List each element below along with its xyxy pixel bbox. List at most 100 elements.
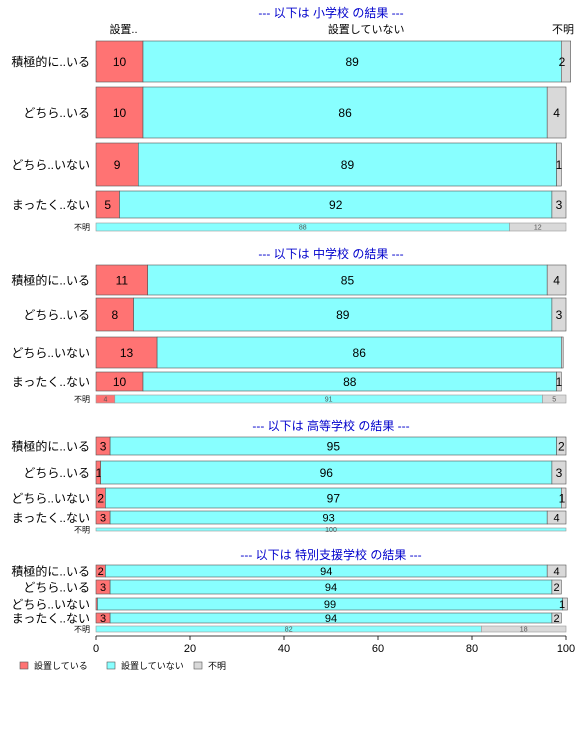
x-tick-label: 60 [372, 643, 384, 655]
top-category-label: 不明 [552, 23, 574, 36]
data-label: 2 [98, 566, 104, 578]
chart-panels: 設置.. 設置していない 不明--- 以下は 小学校 の結果 ---積極的に..いる… [11, 5, 574, 634]
legend-swatch [106, 661, 116, 670]
data-label: 18 [520, 627, 528, 634]
row-label: どちら..いる [23, 580, 90, 594]
bar-segment [556, 142, 562, 187]
row-label: どちら..いる [23, 466, 90, 480]
data-label: 2 [558, 439, 565, 453]
bar-segment [133, 297, 553, 332]
bar-segment [556, 371, 562, 392]
data-label: 3 [100, 582, 106, 594]
data-label: 5 [104, 198, 111, 212]
legend-label: 不明 [208, 661, 226, 671]
total-row-label: 不明 [74, 395, 90, 404]
row-label: 積極的に..いる [11, 438, 90, 453]
bar-segment [551, 612, 562, 624]
row-label: 積極的に..いる [11, 563, 90, 578]
bar-segment [560, 336, 564, 369]
legend-label: 設置していない [121, 660, 184, 671]
bar-segment [546, 86, 567, 139]
data-label: 94 [320, 566, 332, 578]
legend-label: 設置している [34, 660, 88, 671]
data-label: 96 [320, 466, 334, 480]
data-label: 3 [556, 198, 563, 212]
data-label: 95 [327, 439, 341, 453]
bar-segment [560, 487, 567, 509]
panel: --- 以下は 小学校 の結果 --- 積極的に..いる 10 89 2 どちら..いる 1… [11, 5, 571, 232]
bar-segment [551, 579, 562, 595]
bar-segment [95, 527, 567, 532]
data-label: 2 [554, 613, 560, 625]
bar-segment [142, 40, 562, 83]
bar-segment [551, 190, 567, 219]
x-tick-label: 20 [184, 643, 196, 655]
x-axis: 0 20 40 60 80 100 [93, 635, 575, 655]
data-label: 92 [329, 198, 343, 212]
panel-title: --- 以下は 特別支援学校 の結果 --- [240, 547, 421, 562]
data-label: 2 [554, 582, 560, 594]
x-tick-label: 40 [278, 643, 290, 655]
data-label: 86 [353, 346, 367, 360]
bar-segment [147, 264, 548, 296]
data-label: 1 [559, 491, 566, 505]
data-label: 93 [323, 512, 335, 524]
top-category-label: 設置していない [328, 22, 405, 36]
row-label: 積極的に..いる [11, 54, 90, 69]
row-label: どちら..いない [11, 491, 90, 505]
row-label: どちら..いる [23, 308, 90, 322]
bar-segment [95, 40, 144, 83]
panel: --- 以下は 高等学校 の結果 --- 積極的に..いる 3 95 2 どちら..いる 1… [11, 418, 567, 534]
data-label: 1 [556, 158, 563, 172]
top-category-label: 設置.. [109, 22, 137, 36]
row-label: まったく..ない [12, 611, 90, 625]
bar-segment [562, 597, 568, 611]
bar-segment [95, 336, 158, 369]
panel: --- 以下は 特別支援学校 の結果 --- 積極的に..いる 2 94 4 どちら..い… [11, 547, 568, 634]
row-label: どちら..いない [11, 597, 90, 611]
bar-segment [542, 394, 567, 404]
data-label: 3 [100, 439, 107, 453]
bar-segment [156, 336, 562, 369]
bar-segment [509, 222, 567, 232]
legend-swatch [193, 661, 203, 670]
row-label: どちら..いる [23, 106, 90, 120]
data-label: 86 [338, 106, 352, 120]
data-label: 10 [113, 55, 127, 69]
data-label: 3 [556, 308, 563, 322]
data-label: 88 [343, 375, 357, 389]
row-label: どちら..いない [11, 158, 90, 172]
data-label: 97 [327, 491, 341, 505]
bar-segment [560, 40, 571, 83]
data-label: 82 [285, 627, 293, 634]
total-row-label: 不明 [74, 625, 90, 634]
data-label: 10 [113, 375, 127, 389]
bar-segment [481, 625, 567, 633]
bar-segment [546, 510, 567, 525]
data-label: 100 [325, 527, 337, 534]
total-row-label: 不明 [74, 223, 90, 232]
data-label: 10 [113, 106, 127, 120]
bar-segment [546, 564, 567, 578]
legend: 設置している 設置していない 不明 [19, 660, 226, 671]
total-row-label: 不明 [74, 525, 90, 534]
row-label: まったく..ない [12, 511, 90, 525]
bar-segment [551, 460, 567, 485]
bar-segment [546, 264, 567, 296]
data-label: 4 [103, 397, 107, 404]
data-label: 1 [559, 599, 565, 611]
bar-segment [556, 436, 567, 456]
data-label: 99 [324, 599, 336, 611]
x-tick-label: 100 [557, 643, 575, 655]
data-label: 89 [341, 158, 355, 172]
bar-segment [142, 86, 548, 139]
data-label: 4 [553, 273, 560, 287]
panel-title: --- 以下は 中学校 の結果 --- [258, 246, 403, 261]
bar-segment [138, 142, 557, 187]
panel-title: --- 以下は 高等学校 の結果 --- [252, 418, 409, 433]
data-label: 94 [325, 582, 337, 594]
row-label: まったく..ない [12, 375, 90, 389]
data-label: 91 [325, 397, 333, 404]
